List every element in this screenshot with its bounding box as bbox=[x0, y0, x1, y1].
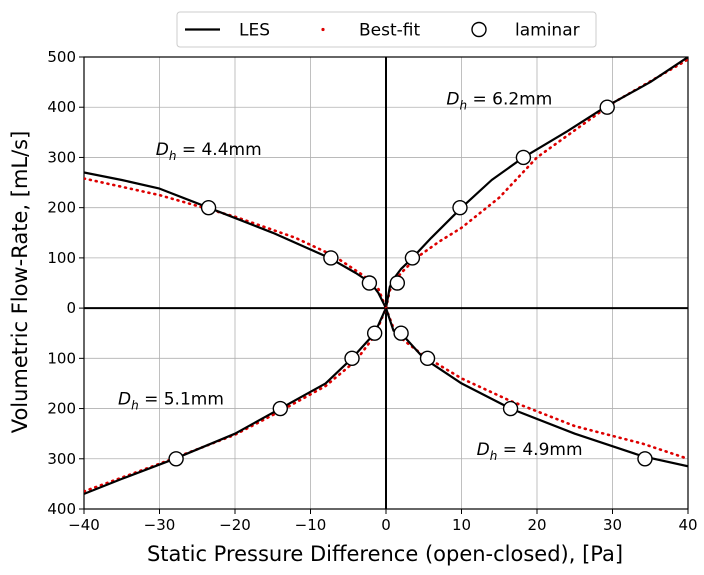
y-tick-label: 0 bbox=[66, 299, 76, 317]
y-tick-label: 300 bbox=[47, 148, 76, 166]
laminar-point bbox=[404, 250, 421, 266]
laminar-point bbox=[168, 451, 184, 467]
dh-annotation: Dh = 5.1mm bbox=[118, 390, 224, 413]
legend-laminar-swatch bbox=[471, 21, 487, 38]
best-fit-line bbox=[84, 177, 388, 310]
x-tick-label: −10 bbox=[295, 516, 327, 534]
y-tick-label: 200 bbox=[47, 400, 76, 418]
y-tick-label: 100 bbox=[47, 349, 76, 367]
dh-annotation: Dh = 4.9mm bbox=[477, 440, 583, 463]
laminar-point bbox=[419, 350, 436, 367]
laminar-point bbox=[502, 400, 519, 417]
laminar-point bbox=[389, 275, 406, 291]
dh-annotation: Dh = 4.4mm bbox=[156, 140, 262, 163]
y-tick-label: 400 bbox=[47, 98, 76, 116]
y-axis-title: Volumetric Flow-Rate, [mL/s] bbox=[8, 131, 32, 434]
x-tick-label: −30 bbox=[144, 516, 176, 534]
x-tick-label: 30 bbox=[603, 516, 622, 534]
legend-bestfit-swatch bbox=[321, 27, 325, 32]
y-tick-label: 400 bbox=[47, 500, 76, 518]
laminar-point bbox=[272, 400, 288, 417]
y-tick-label: 300 bbox=[47, 450, 76, 468]
laminar-point bbox=[515, 149, 532, 166]
x-tick-label: 10 bbox=[452, 516, 471, 534]
x-tick-label: −40 bbox=[68, 516, 100, 534]
tick-labels: −40 −30 −20 −10 0 10 20 30 40 400 300 200 100 0 100 200… bbox=[47, 48, 697, 534]
laminar-point bbox=[361, 275, 378, 291]
laminar-point bbox=[599, 99, 615, 115]
legend-bestfit-label: Best-fit bbox=[359, 21, 420, 41]
y-tick-label: 100 bbox=[47, 249, 76, 267]
dh-annotation: Dh = 6.2mm bbox=[446, 90, 552, 113]
laminar-point bbox=[200, 199, 217, 216]
legend-box bbox=[176, 11, 597, 48]
y-tick-label: 200 bbox=[47, 199, 76, 217]
legend-les-label: LES bbox=[239, 21, 270, 41]
y-tick-label: 500 bbox=[47, 48, 76, 66]
legend: LES Best-fit laminar bbox=[176, 11, 597, 48]
x-tick-label: −20 bbox=[219, 516, 251, 534]
annotations: Dh = 6.2mm Dh = 4.4mm Dh = 5.1mm Dh = 4.9mm bbox=[118, 90, 583, 463]
laminar-point bbox=[366, 325, 383, 341]
x-tick-label: 0 bbox=[381, 516, 391, 534]
laminar-point bbox=[637, 451, 653, 467]
laminar-point bbox=[452, 199, 468, 216]
axes bbox=[79, 56, 689, 514]
laminar-point bbox=[393, 325, 409, 341]
laminar-point bbox=[323, 250, 339, 266]
laminar-point bbox=[344, 350, 360, 367]
x-tick-label: 40 bbox=[678, 516, 697, 534]
legend-laminar-label: laminar bbox=[515, 21, 580, 41]
plot-area bbox=[84, 57, 688, 495]
x-tick-label: 20 bbox=[527, 516, 546, 534]
x-axis-title: Static Pressure Difference (open-closed)… bbox=[147, 542, 623, 566]
